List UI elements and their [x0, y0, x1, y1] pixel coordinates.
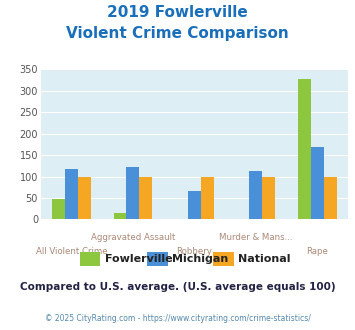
Text: Fowlerville: Fowlerville	[105, 254, 172, 264]
Bar	[65, 169, 78, 219]
Text: © 2025 CityRating.com - https://www.cityrating.com/crime-statistics/: © 2025 CityRating.com - https://www.city…	[45, 314, 310, 323]
Bar	[78, 177, 91, 219]
Text: Michigan: Michigan	[172, 254, 228, 264]
Bar	[324, 177, 337, 219]
Text: Violent Crime Comparison: Violent Crime Comparison	[66, 26, 289, 41]
Bar	[52, 199, 65, 219]
Text: Rape: Rape	[306, 247, 328, 256]
Bar	[126, 167, 140, 219]
Bar	[311, 147, 324, 219]
Text: National: National	[238, 254, 290, 264]
Text: Compared to U.S. average. (U.S. average equals 100): Compared to U.S. average. (U.S. average …	[20, 282, 335, 292]
Text: Robbery: Robbery	[176, 247, 212, 256]
Text: All Violent Crime: All Violent Crime	[36, 247, 107, 256]
Bar	[188, 191, 201, 219]
Text: 2019 Fowlerville: 2019 Fowlerville	[107, 5, 248, 20]
Text: Murder & Mans...: Murder & Mans...	[219, 233, 293, 242]
Bar	[298, 79, 311, 219]
Bar	[249, 171, 262, 219]
Bar	[140, 177, 152, 219]
Bar	[114, 213, 126, 219]
Text: Aggravated Assault: Aggravated Assault	[91, 233, 175, 242]
Bar	[262, 177, 275, 219]
Bar	[201, 177, 214, 219]
